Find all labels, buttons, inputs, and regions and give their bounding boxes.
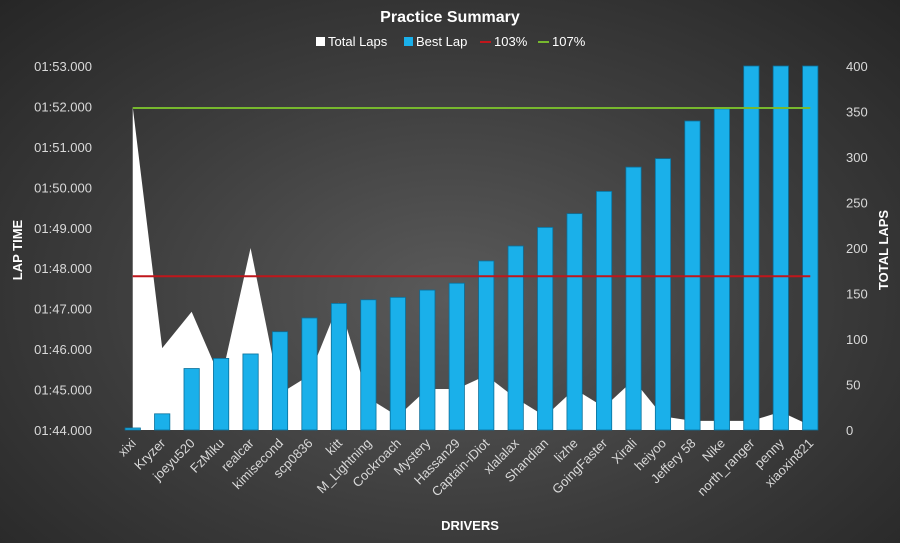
legend-swatch-best-lap xyxy=(404,37,413,46)
y-tick-label: 01:47.000 xyxy=(34,302,92,317)
bar-realcar xyxy=(242,353,259,431)
y-tick-label: 01:50.000 xyxy=(34,180,92,195)
bar-joeyu520 xyxy=(183,368,200,431)
bar-kimisecond xyxy=(271,331,289,431)
bar-heiyoo xyxy=(654,158,672,431)
bar-Kryzer xyxy=(154,413,171,431)
y-tick-label: 01:53.000 xyxy=(34,59,92,74)
bar-penny xyxy=(772,65,789,431)
y-tick-label: 01:48.000 xyxy=(34,261,92,276)
bar-lizhe xyxy=(566,213,583,431)
bar-Captain-iDiot xyxy=(478,260,495,431)
legend-label-best-lap: Best Lap xyxy=(416,34,467,49)
y-axis-title: LAP TIME xyxy=(10,219,25,280)
reference-lines xyxy=(132,107,811,278)
bar-Hassan29 xyxy=(448,282,465,431)
y2-tick-label: 400 xyxy=(846,59,868,74)
y-tick-label: 01:46.000 xyxy=(34,342,92,357)
bar-Mystery xyxy=(419,289,436,431)
legend-label-103: 103% xyxy=(494,34,528,49)
y-tick-label: 01:45.000 xyxy=(34,383,92,398)
total-laps-area-path xyxy=(132,106,811,430)
bar-scp0836 xyxy=(301,317,318,431)
bar-GoingFaster xyxy=(596,190,613,431)
y-tick-label: 01:44.000 xyxy=(34,423,92,438)
bar-M_Lightning xyxy=(360,299,377,431)
y2-axis-title: TOTAL LAPS xyxy=(876,210,891,291)
bar-Shandian xyxy=(537,226,554,431)
y2-tick-label: 250 xyxy=(846,196,868,211)
legend-label-total-laps: Total Laps xyxy=(328,34,388,49)
bar-Cockroach xyxy=(389,296,406,431)
best-lap-bars xyxy=(124,65,819,431)
bar-kitt xyxy=(330,303,347,431)
y2-tick-label: 300 xyxy=(846,150,868,165)
legend-label-107: 107% xyxy=(552,34,586,49)
bar-xiaoxin821 xyxy=(802,65,819,431)
y2-tick-label: 50 xyxy=(846,378,860,393)
y2-tick-label: 200 xyxy=(846,241,868,256)
chart-title: Practice Summary xyxy=(380,9,520,26)
x-tick-label: GoingFaster xyxy=(549,435,611,497)
y2-tick-label: 150 xyxy=(846,287,868,302)
bar-Xirali xyxy=(625,166,642,431)
y2-tick-label: 0 xyxy=(846,423,853,438)
y2-tick-label: 350 xyxy=(846,105,868,120)
x-axis-title: DRIVERS xyxy=(441,518,499,533)
bar-xlalalax xyxy=(507,245,524,431)
x-tick-label: kitt xyxy=(323,435,346,458)
y-tick-label: 01:51.000 xyxy=(34,140,92,155)
total-laps-area xyxy=(132,106,811,430)
bar-north_ranger xyxy=(743,65,760,431)
legend: Total Laps Best Lap 103% 107% xyxy=(316,34,586,49)
y-tick-label: 01:52.000 xyxy=(34,99,92,114)
y-tick-label: 01:49.000 xyxy=(34,221,92,236)
bar-xixi xyxy=(124,427,141,431)
legend-swatch-total-laps xyxy=(316,37,325,46)
x-axis-ticks: xixiKryzerjoeyu520FzMikurealcarkimisecon… xyxy=(115,435,816,499)
x-tick-label: xixi xyxy=(115,435,139,459)
y2-axis-ticks: 0 50 100 150 200 250 300 350 400 xyxy=(846,59,868,438)
bar-Nike xyxy=(713,108,730,431)
y2-tick-label: 100 xyxy=(846,332,868,347)
y-axis-ticks: 01:44.000 01:45.000 01:46.000 01:47.000 01:4… xyxy=(34,59,92,438)
bar-FzMiku xyxy=(213,358,230,431)
